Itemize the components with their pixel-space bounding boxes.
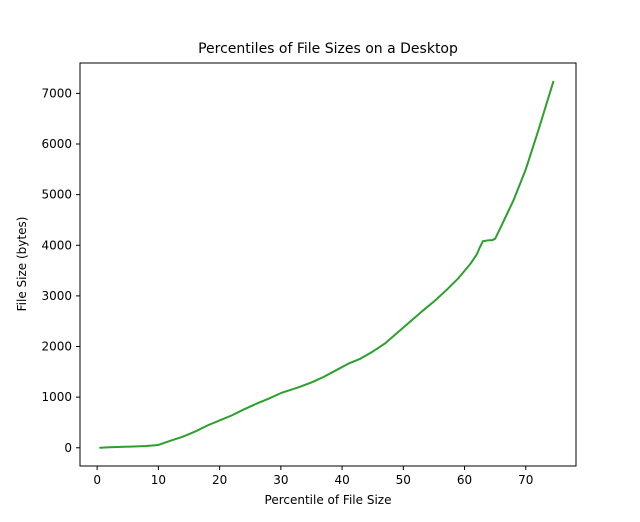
y-tick-label: 6000: [41, 137, 72, 151]
y-axis-label: File Size (bytes): [15, 217, 29, 312]
y-tick-label: 3000: [41, 289, 72, 303]
y-tick-label: 7000: [41, 86, 72, 100]
y-tick-label: 4000: [41, 238, 72, 252]
plot-area: 0 10 20 30 40 50 60 70 0 1000 2000 3000 4000 5000 600…: [41, 62, 577, 487]
x-axis-ticks: 0 10 20 30 40 50 60 70: [93, 466, 533, 487]
x-tick-label: 10: [151, 473, 166, 487]
series-group: [99, 80, 555, 449]
y-axis-ticks: 0 1000 2000 3000 4000 5000 6000 7000: [41, 86, 80, 455]
x-tick-label: 20: [212, 473, 227, 487]
series-line: [99, 80, 555, 449]
y-tick-label: 0: [64, 441, 72, 455]
x-tick-label: 0: [93, 473, 101, 487]
x-tick-label: 70: [518, 473, 533, 487]
chart-title: Percentiles of File Sizes on a Desktop: [198, 41, 458, 57]
y-tick-label: 5000: [41, 188, 72, 202]
y-tick-label: 2000: [41, 340, 72, 354]
axes-frame: [79, 62, 577, 467]
x-tick-label: 30: [273, 473, 288, 487]
x-tick-label: 40: [334, 473, 349, 487]
x-axis-label: Percentile of File Size: [265, 493, 392, 507]
x-tick-label: 60: [457, 473, 472, 487]
x-tick-label: 50: [396, 473, 411, 487]
y-tick-label: 1000: [41, 390, 72, 404]
